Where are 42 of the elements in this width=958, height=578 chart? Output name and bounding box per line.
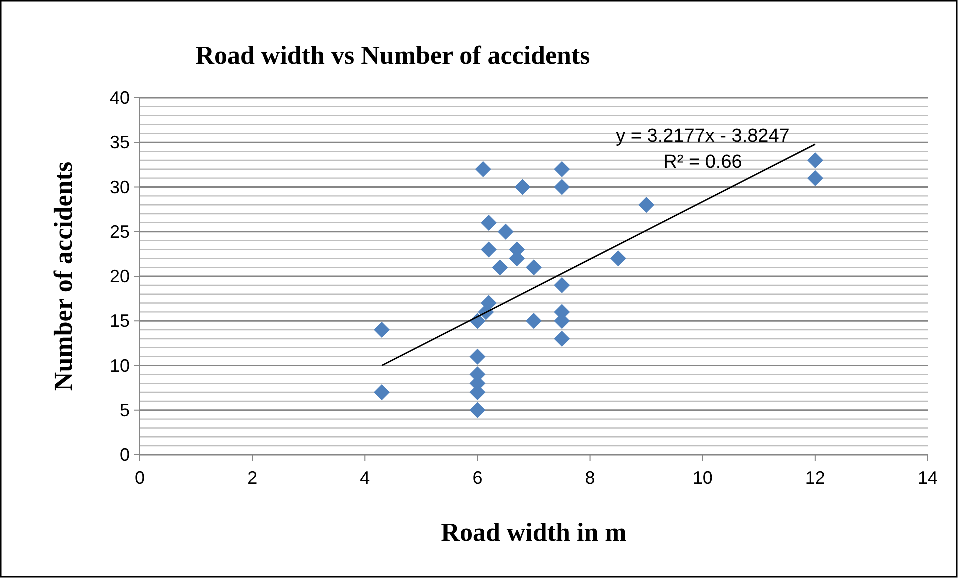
point (374, 384, 390, 401)
point (554, 179, 570, 196)
y-tick-label: 25 (110, 222, 130, 242)
point (554, 161, 570, 178)
y-tick-label: 15 (110, 311, 130, 332)
point (475, 161, 492, 178)
point (498, 224, 514, 240)
chart-title: Road width vs Number of accidents (196, 41, 590, 70)
annotation: y = 3.2177x - 3.8247 (616, 126, 790, 147)
x-tick-label: 14 (918, 468, 938, 488)
annotation: R² = 0.66 (664, 152, 742, 173)
point (492, 260, 508, 276)
point (638, 197, 655, 214)
x-tick-label: 2 (248, 468, 258, 488)
point (470, 402, 486, 418)
y-axis-title: Number of accidents (49, 162, 78, 392)
point (526, 260, 542, 276)
y-tick-label: 10 (110, 356, 130, 376)
point (514, 179, 531, 196)
y-tick-label: 5 (120, 400, 130, 420)
y-tick-label: 0 (120, 445, 130, 465)
x-tick-label: 8 (585, 468, 596, 488)
point (554, 277, 570, 294)
y-tick-label: 30 (110, 177, 130, 198)
x-tick-label: 12 (805, 468, 826, 488)
y-tick-label: 35 (110, 132, 130, 153)
point (526, 313, 542, 330)
point (554, 330, 570, 347)
point (807, 170, 824, 186)
point (470, 348, 486, 365)
point (807, 152, 824, 168)
x-axis-title: Road width in m (441, 518, 628, 547)
point (374, 322, 390, 338)
y-tick-label: 40 (110, 88, 130, 108)
x-tick-label: 4 (360, 468, 370, 488)
point (480, 242, 497, 258)
point (610, 250, 626, 267)
y-tick-label: 20 (110, 266, 130, 286)
x-tick-label: 10 (692, 468, 713, 488)
x-tick-label: 0 (134, 468, 146, 488)
point (480, 214, 497, 231)
x-tick-label: 6 (472, 468, 483, 488)
